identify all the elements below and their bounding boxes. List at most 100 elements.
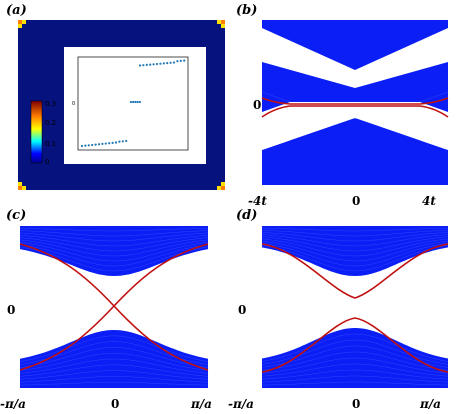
inset-eigenvalue-dot	[172, 61, 176, 64]
lower-gap	[262, 118, 448, 150]
band-line	[19, 235, 209, 247]
inset-eigenvalues	[80, 59, 186, 148]
panel-b-ytick: 0	[253, 98, 261, 112]
inset-eigenvalue-dot	[149, 63, 152, 66]
band-line	[261, 357, 449, 374]
colorbar-tick-01: 0.1	[45, 140, 56, 148]
panel-a-label: (a)	[6, 3, 27, 18]
band-line	[261, 240, 449, 262]
band-line	[261, 245, 449, 272]
inset-eigenvalue-dot	[108, 142, 111, 145]
band-line	[19, 232, 209, 242]
edge-states	[19, 243, 209, 371]
inset-eigenvalue-dot	[134, 100, 137, 104]
edge-state-upper	[261, 97, 449, 105]
edge-state-lower	[261, 317, 449, 373]
band-line	[19, 230, 209, 237]
band-line	[19, 244, 209, 267]
bulk-bands	[261, 226, 449, 388]
corner-hotspots	[18, 20, 225, 190]
band-line	[261, 238, 449, 257]
inset-eigenvalue-dot	[145, 63, 148, 66]
upper-gap	[262, 28, 448, 88]
inset-eigenvalue-dot	[136, 100, 139, 104]
inset-eigenvalue-dot	[138, 64, 142, 67]
band-line	[261, 381, 449, 386]
panel-d-label: (d)	[236, 208, 257, 223]
inset-eigenvalue-dot	[142, 64, 145, 67]
panel-c-xtick-right: π/a	[190, 397, 212, 411]
edge-state-upper	[261, 243, 449, 299]
panel-c-ytick: 0	[7, 303, 15, 317]
inset-eigenvalue-dot	[169, 61, 172, 64]
inset-box	[64, 47, 206, 164]
inset-eigenvalue-dot	[91, 143, 94, 147]
inset-eigenvalue-dot	[129, 100, 133, 104]
edge-states	[261, 97, 449, 118]
edge-state-up	[19, 243, 209, 371]
lower-band	[262, 118, 448, 185]
panel-d-ytick: 0	[238, 303, 246, 317]
inset-eigenvalue-dot	[87, 144, 90, 147]
panel-c-xtick-mid: 0	[111, 397, 119, 411]
inset-eigenvalue-dot	[159, 62, 162, 65]
band-line	[19, 237, 209, 252]
panel-d-xtick-mid: 0	[352, 397, 360, 411]
colorbar-tick-02: 0.2	[45, 119, 56, 127]
inset-ytick: 0	[72, 101, 75, 107]
inset-eigenvalue-dot	[118, 140, 121, 143]
colorbar-tick-0: 0	[45, 158, 49, 166]
band-line	[19, 358, 209, 374]
inset-eigenvalue-dot	[176, 60, 179, 63]
panel-b-xtick-left: -4t	[248, 194, 267, 208]
panel-b-label: (b)	[236, 3, 257, 18]
inset-eigenvalue-dot	[111, 141, 114, 144]
inset-eigenvalue-dot	[138, 100, 141, 104]
band-line	[261, 333, 449, 362]
panel-a: (a) 0.3 0.2 0.1 0 0	[6, 3, 225, 190]
panel-d-xtick-right: π/a	[419, 397, 441, 411]
inset-eigenvalue-dot	[84, 144, 87, 147]
inset-eigenvalue-dot	[101, 142, 104, 145]
inset-eigenvalue-dot	[97, 143, 101, 146]
band-line	[19, 242, 209, 262]
band-line	[19, 335, 209, 362]
upper-band-top	[262, 20, 448, 70]
band-line	[261, 345, 449, 368]
panel-d: (d) 0 -π/a 0 π/a	[228, 208, 449, 411]
panel-c: (c) 0 -π/a 0 π/a	[0, 208, 212, 411]
band-line	[19, 364, 209, 377]
panel-d-xtick-left: -π/a	[228, 397, 254, 411]
band-line	[261, 363, 449, 377]
inset-eigenvalue-dot	[179, 59, 182, 63]
colorbar	[30, 100, 43, 164]
band-line	[261, 375, 449, 383]
band-line	[261, 227, 449, 232]
inset-axes	[77, 56, 189, 151]
inset-eigenvalue-dot	[80, 144, 84, 148]
band-line	[261, 236, 449, 252]
band-line	[19, 382, 209, 386]
band-line	[19, 370, 209, 380]
band-line	[261, 230, 449, 237]
inset-eigenvalue-dot	[104, 142, 107, 145]
bulk-bands	[19, 226, 209, 388]
panel-b-xtick-mid: 0	[352, 194, 360, 208]
band-line	[19, 246, 209, 272]
panel-b: (b) 0 -4t 0 4t	[236, 3, 455, 208]
inset-eigenvalue-dot	[152, 63, 155, 66]
band-line	[19, 376, 209, 383]
inset-eigenvalue-dot	[114, 141, 118, 144]
band-line	[19, 239, 209, 257]
edge-states	[261, 243, 449, 373]
inset-eigenvalue-dot	[162, 62, 165, 65]
panel-c-label: (c)	[6, 208, 26, 223]
inset-eigenvalue-dot	[155, 62, 159, 66]
inset-eigenvalue-dot	[183, 59, 186, 62]
edge-state-lower	[261, 105, 449, 118]
inset-eigenvalue-dot	[166, 62, 169, 65]
band-line	[261, 339, 449, 365]
inset-eigenvalue-dot	[125, 139, 128, 143]
band-line	[261, 242, 449, 267]
band-line	[261, 232, 449, 242]
